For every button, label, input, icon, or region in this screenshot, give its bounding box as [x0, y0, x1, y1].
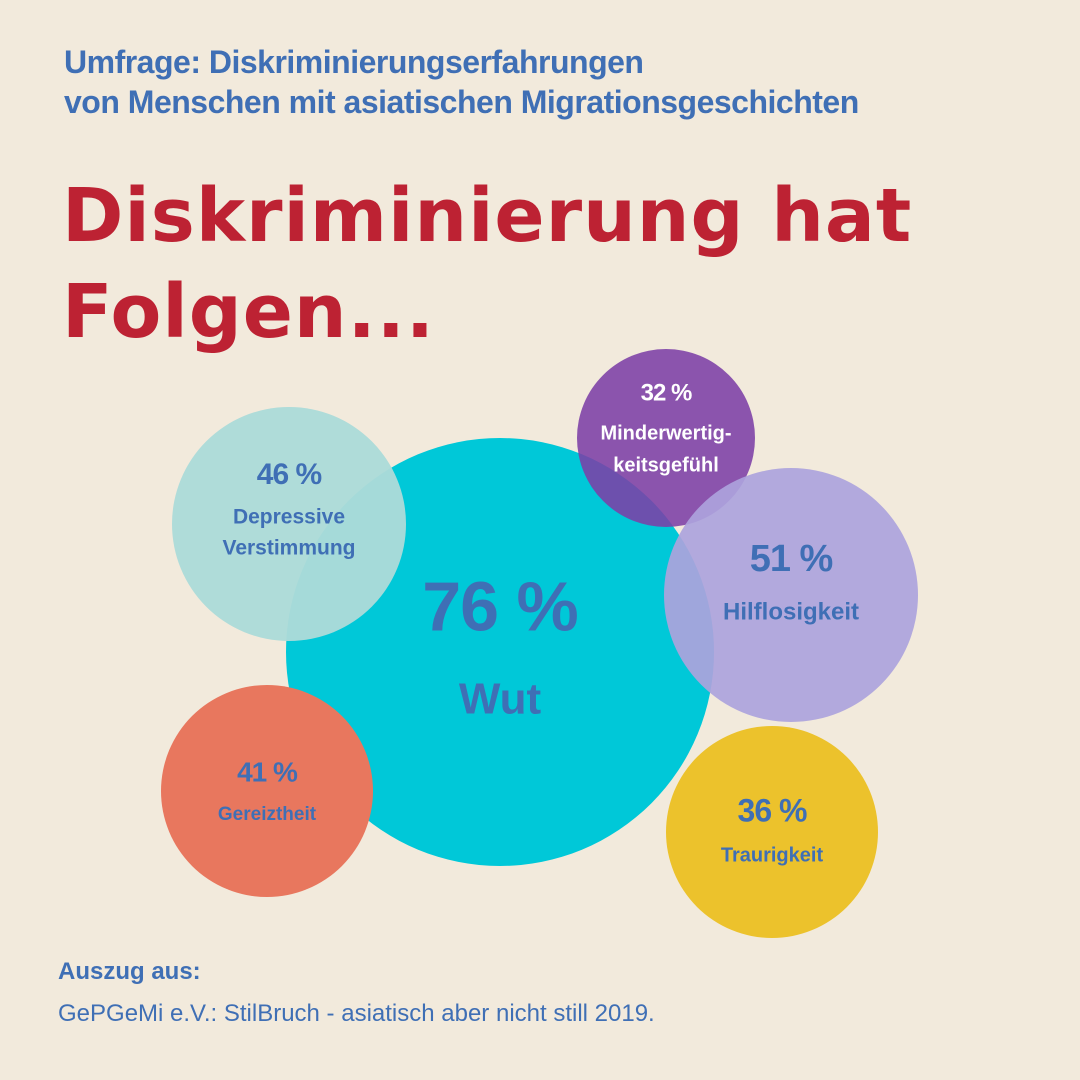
bubble-hilflosigkeit: 51 % Hilflosigkeit	[664, 468, 918, 722]
bubble-label-minderwertig-keitsgefühl-line-1: Minderwertig-	[600, 422, 731, 444]
bubble-depressive-verstimmung: 46 % Depressive Verstimmung	[172, 407, 406, 641]
headline-line-2: Folgen...	[62, 269, 435, 355]
survey-subtitle: Umfrage: Diskriminierungserfahrungen von…	[64, 42, 859, 122]
bubble-value-traurigkeit: 36 %	[738, 792, 807, 828]
bubble-circle-minderwertig-keitsgefühl	[577, 349, 755, 527]
bubble-label-gereiztheit: Gereiztheit	[218, 804, 317, 825]
bubble-label-traurigkeit: Traurigkeit	[721, 844, 824, 866]
bubble-value-minderwertig-keitsgefühl: 32 %	[641, 379, 692, 406]
bubble-value-depressive-verstimmung: 46 %	[257, 458, 322, 491]
bubble-label-depressive-verstimmung-line-2: Verstimmung	[222, 537, 355, 560]
subtitle-line-1: Umfrage: Diskriminierungserfahrungen	[64, 44, 644, 80]
bubble-circle-traurigkeit	[666, 726, 878, 938]
bubble-value-gereiztheit: 41 %	[237, 756, 298, 787]
source-label: Auszug aus:	[58, 958, 201, 985]
bubble-circle-depressive-verstimmung	[172, 407, 406, 641]
bubble-circle-hilflosigkeit	[664, 468, 918, 722]
bubble-label-minderwertig-keitsgefühl-line-2: keitsgefühl	[613, 454, 719, 476]
bubble-label-wut: Wut	[459, 675, 542, 724]
bubble-label-depressive-verstimmung-line-1: Depressive	[233, 506, 345, 529]
bubble-label-hilflosigkeit: Hilflosigkeit	[723, 598, 859, 625]
source-citation: GePGeMi e.V.: StilBruch - asiatisch aber…	[58, 1000, 655, 1027]
bubble-traurigkeit: 36 % Traurigkeit	[666, 726, 878, 938]
bubble-circle-gereiztheit	[161, 685, 373, 897]
subtitle-line-2: von Menschen mit asiatischen Migrationsg…	[64, 84, 859, 120]
headline: Diskriminierung hat Folgen...	[62, 168, 912, 360]
bubble-minderwertig-keitsgefühl: 32 % Minderwertig-keitsgefühl	[577, 349, 755, 527]
bubble-value-wut: 76 %	[422, 567, 578, 645]
bubble-value-hilflosigkeit: 51 %	[750, 538, 833, 580]
headline-line-1: Diskriminierung hat	[62, 173, 913, 259]
bubble-gereiztheit: 41 % Gereiztheit	[161, 685, 373, 897]
